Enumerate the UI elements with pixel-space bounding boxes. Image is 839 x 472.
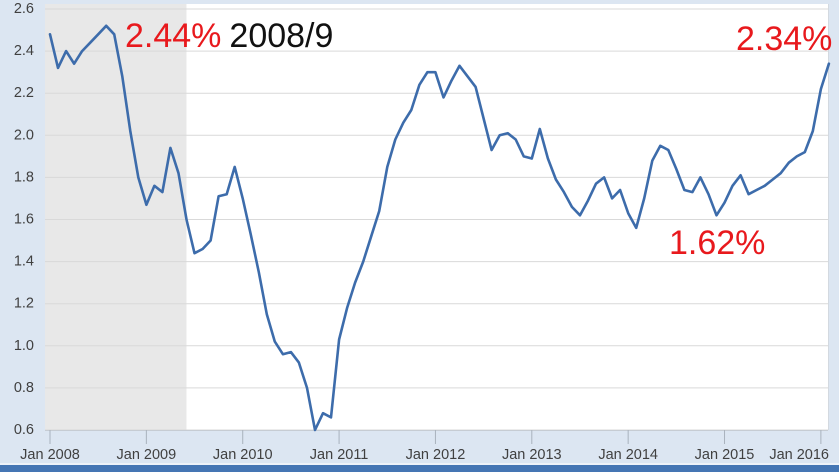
x-tick-label: Jan 2016 [769, 447, 829, 463]
annotation-2008-9-value: 2.44% [125, 17, 222, 55]
y-tick-label: 2.0 [14, 127, 34, 143]
y-tick-label: 2.2 [14, 85, 34, 101]
x-tick-label: Jan 2008 [20, 447, 80, 463]
y-tick-label: 1.8 [14, 169, 34, 185]
y-tick-label: 2.4 [14, 43, 34, 59]
series-line [48, 24, 831, 432]
x-tick-label: Jan 2012 [406, 447, 466, 463]
annotation-2016-peak-value: 2.34% [736, 20, 833, 58]
annotation-2016-peak: 2.34% [736, 22, 832, 56]
y-tick-label: 1.0 [14, 338, 34, 354]
x-tick-label: Jan 2015 [695, 447, 755, 463]
y-tick-label: 2.6 [14, 1, 34, 17]
y-tick-label: 1.6 [14, 212, 34, 228]
x-tick-label: Jan 2014 [598, 447, 658, 463]
annotation-2008-9-label: 2008/9 [229, 17, 334, 55]
y-tick-label: 0.8 [14, 380, 34, 396]
x-tick-label: Jan 2009 [117, 447, 177, 463]
y-tick-label: 1.2 [14, 296, 34, 312]
recession-band [45, 4, 187, 430]
x-tick-label: Jan 2010 [213, 447, 273, 463]
annotation-2008-9: 2.44% 2008/9 [125, 19, 333, 53]
x-tick-label: Jan 2013 [502, 447, 562, 463]
annotation-2014-low-value: 1.62% [669, 224, 766, 262]
bottom-accent-bar [0, 463, 839, 472]
y-tick-label: 0.6 [14, 422, 34, 438]
x-tick-label: Jan 2011 [310, 447, 369, 463]
y-tick-label: 1.4 [14, 254, 34, 270]
annotation-2014-low: 1.62% [669, 226, 765, 260]
